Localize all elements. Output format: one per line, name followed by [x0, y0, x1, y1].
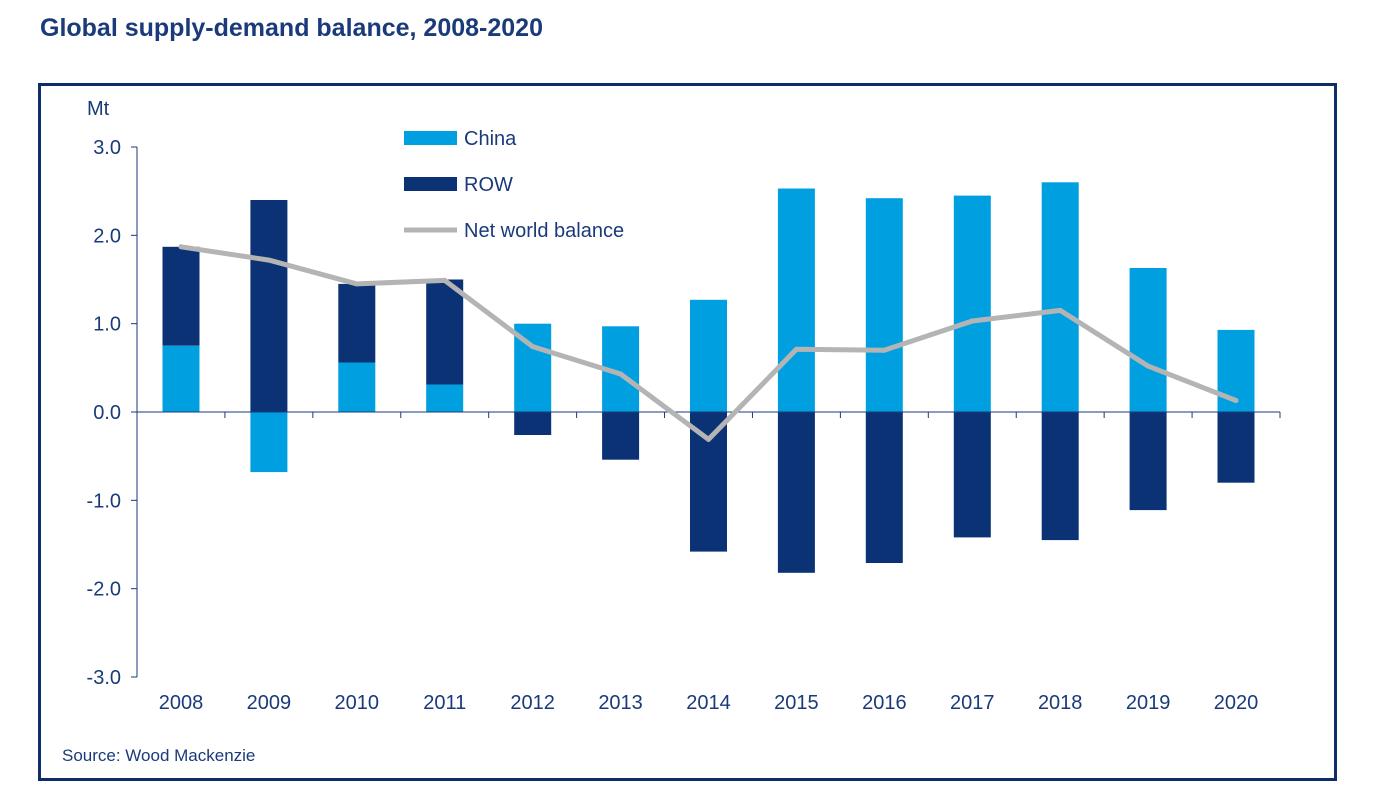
x-category-label: 2019	[1126, 692, 1171, 714]
x-category-label: 2017	[950, 692, 995, 714]
bar-china-2015	[777, 188, 815, 412]
net-balance-point-2011	[442, 277, 448, 283]
bar-china-2016	[865, 198, 903, 412]
y-tick-label: 1.0	[93, 314, 121, 336]
x-category-label: 2014	[686, 692, 731, 714]
bar-row-2008	[162, 246, 200, 346]
y-axis-unit-label: Mt	[87, 98, 110, 120]
bar-row-2016	[865, 412, 903, 563]
x-category-label: 2010	[335, 692, 380, 714]
net-balance-point-2013	[618, 371, 624, 377]
y-tick-label: -1.0	[87, 490, 121, 512]
bar-row-2013	[602, 412, 640, 460]
net-balance-line-group	[178, 244, 1239, 442]
chart-frame	[38, 83, 1337, 781]
x-category-label: 2020	[1214, 692, 1259, 714]
net-balance-point-2015	[793, 346, 799, 352]
net-balance-point-2009	[266, 257, 272, 263]
x-category-label: 2008	[159, 692, 204, 714]
legend: China ROW Net world balance	[404, 128, 624, 242]
bar-row-2011	[426, 279, 464, 385]
bar-row-2009	[250, 200, 288, 412]
x-category-label: 2018	[1038, 692, 1083, 714]
legend-swatch-row	[404, 177, 457, 191]
bar-row-2010	[338, 283, 376, 363]
bar-row-2015	[777, 412, 815, 573]
net-balance-point-2020	[1233, 398, 1239, 403]
bar-china-2014	[690, 299, 727, 412]
y-tick-label: -3.0	[87, 667, 121, 689]
net-balance-point-2016	[881, 347, 887, 353]
source-note: Source: Wood Mackenzie	[62, 746, 256, 765]
net-balance-point-2018	[1057, 307, 1063, 313]
net-balance-point-2019	[1145, 363, 1151, 369]
net-balance-point-2014	[706, 436, 711, 442]
bar-china-2008	[162, 345, 200, 413]
bar-china-2018	[1041, 182, 1079, 412]
bar-row-2012	[514, 412, 552, 435]
net-balance-point-2010	[354, 281, 360, 287]
bar-row-2020	[1217, 412, 1255, 483]
x-category-label: 2012	[510, 692, 555, 714]
legend-label-row: ROW	[464, 174, 513, 196]
y-tick-label: -2.0	[87, 579, 121, 601]
y-tick-label: 0.0	[93, 402, 121, 424]
bar-row-2017	[953, 412, 991, 538]
bars-group	[162, 182, 1255, 573]
bar-china-2017	[953, 195, 991, 412]
bar-china-2019	[1129, 268, 1167, 412]
net-balance-point-2017	[969, 318, 975, 324]
bar-china-2011	[426, 384, 464, 412]
bar-row-2019	[1129, 412, 1167, 511]
x-category-label: 2016	[862, 692, 907, 714]
net-balance-point-2008	[178, 244, 184, 250]
legend-label-net: Net world balance	[464, 220, 624, 242]
legend-swatch-china	[404, 131, 457, 145]
bar-china-2009	[250, 412, 288, 473]
chart-title: Global supply-demand balance, 2008-2020	[40, 14, 543, 42]
legend-label-china: China	[464, 128, 517, 150]
axes-group: 3.0 2.0 1.0 0.0 -1.0 -2.0 -3.0 2008 2009 2010 2011…	[87, 137, 1281, 714]
x-category-label: 2015	[774, 692, 819, 714]
bar-row-2014	[690, 412, 727, 552]
net-balance-point-2012	[530, 344, 536, 350]
bar-china-2010	[338, 362, 376, 412]
x-category-label: 2009	[247, 692, 292, 714]
x-category-label: 2011	[423, 692, 466, 714]
y-tick-label: 2.0	[93, 225, 121, 247]
x-category-label: 2013	[598, 692, 643, 714]
y-tick-label: 3.0	[93, 137, 121, 159]
bar-row-2018	[1041, 412, 1079, 541]
